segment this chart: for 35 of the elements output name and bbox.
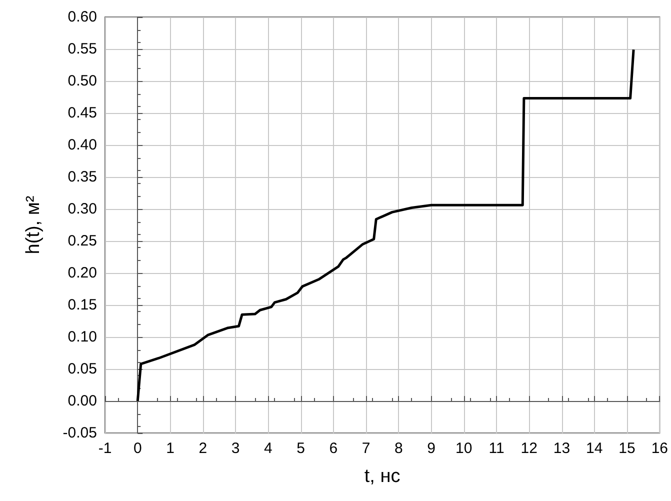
x-tick-label: 2 [198,440,208,457]
x-tick-label: 15 [618,440,636,457]
x-tick-label: 6 [329,440,338,457]
y-tick-label: 0.35 [68,168,97,186]
line-series [136,48,635,402]
y-tick-label: 0.00 [68,392,97,410]
x-tick-label: 4 [264,440,272,457]
x-tick-label: 14 [586,440,603,457]
x-tick-label: 11 [488,440,504,457]
y-tick-label: -0.05 [62,424,97,442]
x-tick-label: 9 [427,440,436,457]
x-tick-label: 3 [231,440,240,457]
y-tick-label: 0.40 [68,136,97,154]
x-tick-label: 10 [456,440,472,457]
x-tick-label: 1 [166,440,174,457]
x-tick-label: 0 [133,440,142,457]
y-tick-label: 0.20 [68,264,97,282]
y-tick-label: 0.05 [68,360,97,378]
x-tick-label: -1 [98,440,112,457]
y-tick-label: 0.30 [68,200,97,218]
y-tick-label: 0.50 [68,72,97,90]
x-tick-label: 12 [520,440,538,457]
x-axis-title: t, нс [364,466,400,487]
y-tick-label: 0.60 [68,8,97,26]
y-tick-label: 0.55 [68,40,97,58]
x-tick-label: 16 [651,440,668,457]
x-tick-label: 7 [362,440,370,457]
x-tick-label: 13 [553,440,570,457]
y-tick-label: 0.25 [68,232,97,250]
x-tick-label: 5 [296,440,305,457]
y-axis-title: h(t), м² [23,196,44,254]
y-tick-label: 0.10 [68,328,97,346]
x-tick-label: 8 [394,440,403,457]
y-tick-label: 0.15 [68,296,97,314]
y-tick-label: 0.45 [68,104,97,122]
